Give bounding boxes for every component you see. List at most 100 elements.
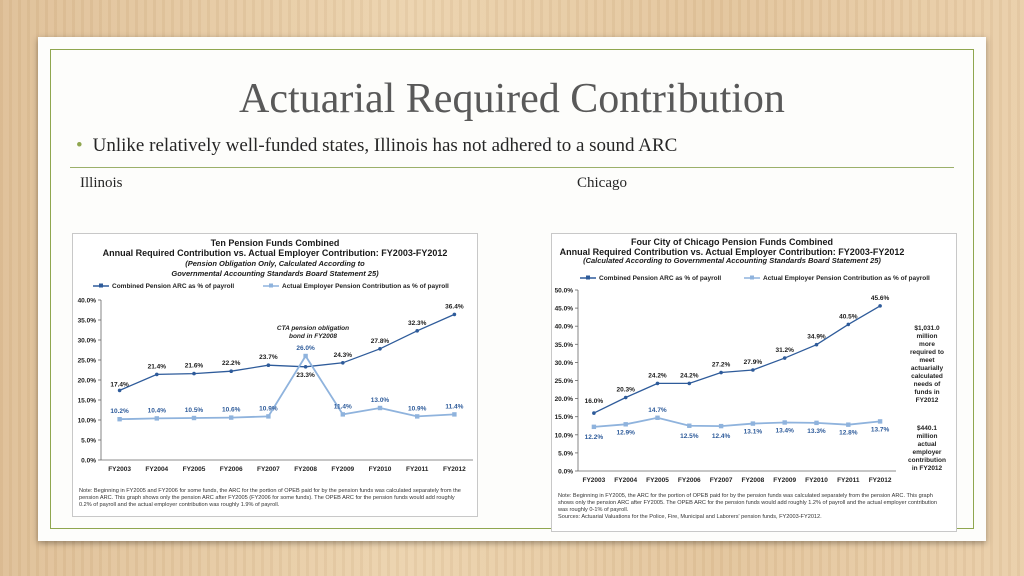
undefined-y-tick-label: 10.0% [555, 432, 574, 439]
divider-rule [70, 167, 954, 168]
undefined-y-tick-label: 45.0% [555, 306, 574, 313]
undefined-title-line: Ten Pension Funds Combined [211, 238, 340, 248]
chicago-required-annotation-line: funds in [914, 389, 939, 396]
undefined-arc-point [266, 363, 271, 367]
undefined-arc-point [192, 371, 196, 376]
undefined-arc-point [655, 381, 660, 386]
undefined-title-line: Four City of Chicago Pension Funds Combi… [631, 237, 833, 247]
undefined-y-tick-label: 15.0% [78, 398, 97, 405]
chicago-actual-annotation-line: in FY2012 [912, 465, 943, 472]
chicago-actual-annotation-line: employer [913, 449, 942, 456]
undefined-data-label: 21.4% [148, 363, 167, 370]
undefined-data-label: 34.9% [807, 334, 826, 341]
undefined-y-tick-label: 30.0% [78, 338, 97, 345]
undefined-note-line: Sources: Actuarial Valuations for the Po… [558, 514, 822, 520]
undefined-data-label: 21.6% [185, 363, 204, 370]
undefined-arc-point [303, 365, 308, 369]
chicago-label: Chicago [577, 175, 627, 191]
undefined-y-tick-label: 25.0% [555, 378, 574, 385]
undefined-data-label: 23.7% [259, 354, 278, 361]
chicago-actual-annotation-line: contribution [908, 457, 946, 464]
undefined-data-label: 36.4% [445, 303, 464, 310]
undefined-series-line-arc [593, 305, 881, 414]
undefined-arc-point [117, 388, 122, 393]
undefined-data-label: 27.9% [744, 359, 763, 366]
undefined-y-tick-label: 40.0% [555, 324, 574, 331]
undefined-x-tick-label: FY2011 [837, 477, 860, 484]
undefined-arc-point [846, 322, 851, 327]
chicago-actual-annotation-line: million [917, 433, 938, 440]
undefined-subtitle-line: (Calculated According to Governmental Ac… [583, 256, 881, 265]
undefined-subtitle-line: Governmental Accounting Standards Board … [171, 269, 379, 278]
undefined-x-tick-label: FY2012 [443, 466, 466, 473]
undefined-arc-point [878, 304, 882, 308]
undefined-legend-marker [269, 283, 273, 288]
undefined-x-tick-label: FY2009 [773, 477, 796, 484]
undefined-data-label: 10.2% [110, 408, 129, 415]
undefined-data-label: 23.3% [296, 372, 315, 379]
undefined-actual-point [750, 421, 756, 426]
chicago-actual-annotation-line: actual [918, 441, 937, 448]
undefined-x-tick-label: FY2008 [294, 466, 317, 473]
undefined-data-label: 26.0% [296, 345, 315, 352]
undefined-legend-label: Actual Employer Pension Contribution as … [763, 275, 930, 282]
undefined-actual-point [191, 415, 197, 421]
undefined-x-tick-label: FY2009 [331, 466, 354, 473]
undefined-data-label: 45.6% [871, 295, 890, 302]
undefined-data-label: 24.2% [648, 372, 667, 379]
undefined-note-line: shows only the pension ARC after FY2005.… [558, 500, 937, 506]
chicago-required-annotation-line: required to [910, 349, 944, 356]
undefined-legend-marker [750, 275, 754, 280]
undefined-arc-point [687, 381, 692, 386]
cta-annotation-line: bond in FY2008 [289, 333, 337, 340]
undefined-arc-point [719, 370, 723, 375]
undefined-actual-point [154, 416, 159, 421]
chicago-required-annotation-line: calculated [911, 373, 943, 380]
undefined-y-tick-label: 40.0% [78, 298, 97, 305]
undefined-arc-point [378, 347, 382, 351]
undefined-x-tick-label: FY2010 [369, 466, 392, 473]
chicago-actual-annotation-line: $440.1 [917, 425, 937, 432]
undefined-data-label: 20.3% [616, 387, 635, 394]
chicago-required-annotation-line: needs of [914, 381, 942, 388]
slide-title: Actuarial Required Contribution [239, 76, 785, 122]
undefined-title-line: Annual Required Contribution vs. Actual … [103, 248, 448, 258]
undefined-x-tick-label: FY2011 [406, 466, 429, 473]
undefined-series-line-actual [119, 354, 455, 421]
undefined-y-tick-label: 5.0% [558, 450, 573, 457]
illinois-label: Illinois [80, 175, 123, 191]
undefined-actual-point [340, 412, 345, 417]
undefined-x-tick-label: FY2004 [614, 477, 637, 484]
slide-bullet: • Unlike relatively well-funded states, I… [76, 135, 677, 157]
undefined-actual-point [415, 414, 420, 419]
undefined-data-label: 31.2% [775, 347, 794, 354]
undefined-arc-point [341, 361, 345, 365]
undefined-y-tick-label: 20.0% [78, 378, 97, 385]
undefined-data-label: 10.9% [259, 405, 278, 412]
undefined-y-tick-label: 30.0% [555, 360, 574, 367]
undefined-series-line-arc [119, 313, 455, 391]
undefined-y-tick-label: 0.0% [81, 458, 96, 465]
undefined-data-label: 13.1% [744, 429, 763, 436]
undefined-actual-point [718, 423, 724, 429]
undefined-y-tick-label: 35.0% [555, 342, 574, 349]
undefined-x-tick-label: FY2005 [646, 477, 669, 484]
undefined-arc-point [751, 368, 755, 372]
undefined-legend-label: Actual Employer Pension Contribution as … [282, 283, 449, 290]
undefined-data-label: 11.4% [334, 403, 352, 410]
undefined-actual-point [377, 405, 383, 411]
undefined-y-tick-label: 20.0% [555, 396, 574, 403]
undefined-data-label: 11.4% [445, 403, 463, 410]
undefined-legend-label: Combined Pension ARC as % of payroll [599, 275, 721, 282]
undefined-actual-point [452, 412, 457, 417]
undefined-data-label: 13.0% [371, 397, 390, 404]
undefined-actual-point [117, 417, 122, 422]
undefined-actual-point [846, 422, 851, 427]
undefined-actual-point [591, 424, 597, 430]
undefined-data-label: 10.9% [408, 405, 427, 412]
undefined-x-tick-label: FY2003 [583, 477, 606, 484]
undefined-actual-point [814, 420, 819, 426]
undefined-data-label: 10.5% [185, 407, 204, 414]
undefined-data-label: 32.3% [408, 320, 427, 327]
